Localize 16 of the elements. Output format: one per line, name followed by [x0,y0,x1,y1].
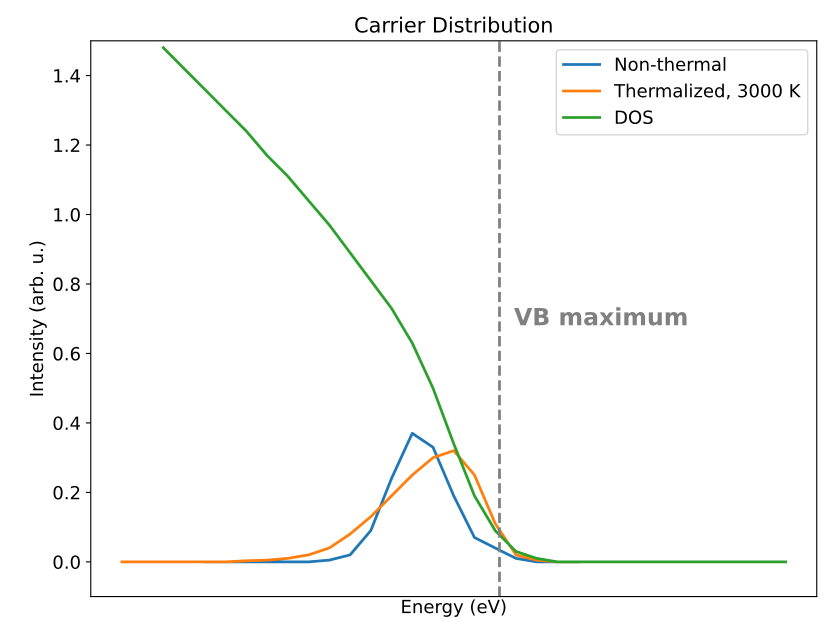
chart-title: Carrier Distribution [355,16,552,33]
y-tick-label: 1.4 [54,69,80,82]
y-tick-label: 1.2 [54,138,80,152]
legend-label: Non-thermal [616,57,726,72]
annotation: VB maximum [514,307,687,326]
y-tick-label: 0.6 [54,346,80,361]
y-tick-label: 1.0 [54,208,80,222]
y-axis-title: Intensity (arb. u.) [29,242,47,396]
x-axis-title: Energy (eV) [402,599,506,617]
y-tick-label: 0.2 [54,486,80,500]
y-tick-label: 0.4 [54,416,80,430]
legend-label: DOS [616,110,653,124]
legend-label: Thermalized, 3000 K [614,84,801,100]
y-tick-label: 0.0 [54,555,80,569]
y-tick-label: 0.8 [54,277,80,292]
line-series [162,46,788,564]
